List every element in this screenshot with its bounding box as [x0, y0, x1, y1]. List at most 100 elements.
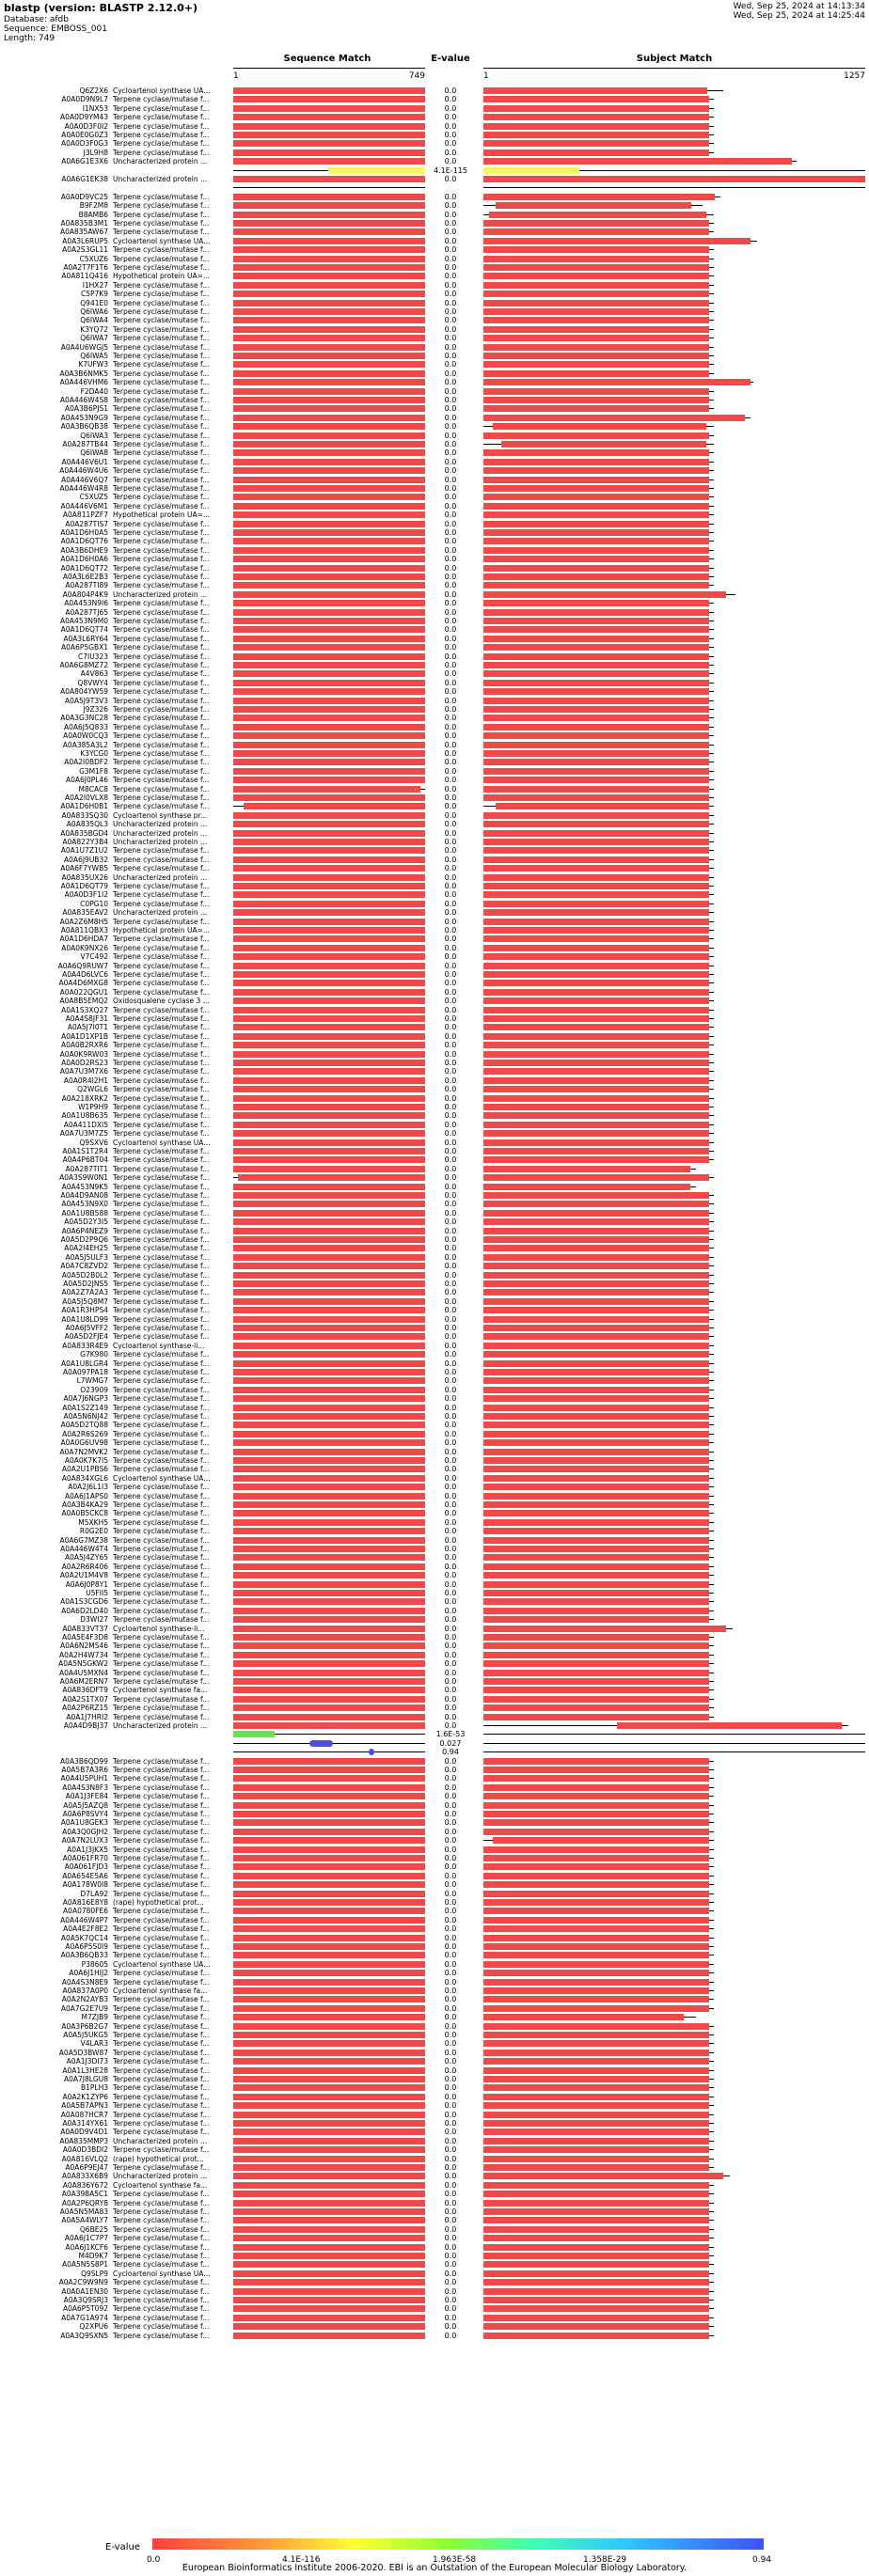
- hit-row[interactable]: A0A1U8B588 Terpene cyclase/mutase f... 0.0: [0, 1209, 869, 1217]
- hit-accession[interactable]: A0A835B3M1: [60, 219, 108, 228]
- subject-alignment-bar[interactable]: [483, 919, 709, 925]
- query-alignment-bar[interactable]: [233, 1007, 425, 1013]
- query-alignment-bar[interactable]: [233, 2067, 425, 2074]
- hit-row[interactable]: A0A446V6Q7 Terpene cyclase/mutase f... 0.0: [0, 476, 869, 484]
- hit-row[interactable]: A0A8B5EMQ2 Oxidosqualene cyclase 3 ... 0.0: [0, 997, 869, 1005]
- subject-alignment-bar[interactable]: [492, 423, 707, 430]
- query-alignment-bar[interactable]: [233, 618, 425, 624]
- hit-accession[interactable]: A0A0G6UV98: [60, 1438, 108, 1447]
- hit-accession[interactable]: A0A2U1M4V8: [59, 1571, 108, 1579]
- hit-row[interactable]: A0A4P6BT04 Terpene cyclase/mutase f... 0.0: [0, 1155, 869, 1164]
- hit-accession[interactable]: A0A453N9G9: [60, 414, 108, 422]
- hit-accession[interactable]: A0A446VHM6: [59, 378, 108, 386]
- hit-accession[interactable]: A4V863: [80, 669, 108, 678]
- subject-alignment-bar[interactable]: [483, 1758, 709, 1765]
- subject-alignment-bar[interactable]: [483, 1493, 709, 1500]
- query-alignment-bar[interactable]: [233, 1678, 425, 1685]
- hit-row[interactable]: C5XUZ5 Terpene cyclase/mutase f... 0.0: [0, 493, 869, 501]
- hit-accession[interactable]: A0A3B6DHE9: [60, 546, 108, 555]
- hit-accession[interactable]: A0A1S3CGD6: [60, 1597, 108, 1606]
- subject-alignment-bar[interactable]: [483, 2270, 709, 2277]
- hit-accession[interactable]: A0A3B6QB38: [60, 422, 108, 431]
- hit-row[interactable]: A0A398A5C1 Terpene cyclase/mutase f... 0.0: [0, 2190, 869, 2198]
- subject-alignment-bar[interactable]: [483, 1891, 709, 1897]
- query-alignment-bar[interactable]: [233, 1961, 425, 1968]
- subject-alignment-bar[interactable]: [483, 1528, 709, 1534]
- query-alignment-bar[interactable]: [233, 1360, 425, 1367]
- hit-accession[interactable]: A0A0K9NX26: [61, 944, 108, 952]
- hit-row[interactable]: A0A5J9T3V3 Terpene cyclase/mutase f... 0.0: [0, 697, 869, 705]
- query-alignment-bar[interactable]: [233, 291, 425, 297]
- subject-alignment-bar[interactable]: [483, 1307, 709, 1313]
- hit-accession[interactable]: A0A2I0BDF2: [64, 758, 108, 766]
- hit-accession[interactable]: A0A837A0P0: [62, 1987, 108, 1995]
- subject-alignment-bar[interactable]: [483, 1767, 709, 1773]
- subject-alignment-bar[interactable]: [483, 1333, 709, 1340]
- hit-accession[interactable]: Q2WGL6: [77, 1085, 108, 1093]
- hit-row[interactable]: A0A1D6H0B1 Terpene cyclase/mutase f... 0.0: [0, 802, 869, 810]
- hit-row[interactable]: A0A1L3HE28 Terpene cyclase/mutase f... 0.0: [0, 2066, 869, 2075]
- subject-alignment-bar[interactable]: [483, 1881, 709, 1888]
- subject-alignment-bar[interactable]: [483, 2200, 709, 2207]
- hit-accession[interactable]: A0A6G7MZ38: [59, 1536, 108, 1545]
- hit-accession[interactable]: A0A1D6H0A6: [60, 555, 108, 563]
- hit-row[interactable]: A0A5D2TQ88 Terpene cyclase/mutase f... 0.0: [0, 1421, 869, 1429]
- query-alignment-bar[interactable]: [233, 839, 425, 845]
- subject-alignment-bar[interactable]: [483, 1184, 690, 1190]
- query-alignment-bar[interactable]: [233, 511, 425, 518]
- subject-alignment-bar[interactable]: [483, 2146, 709, 2153]
- query-alignment-bar[interactable]: [233, 1846, 425, 1853]
- hit-accession[interactable]: A0A4D9AN08: [60, 1191, 108, 1200]
- hit-row[interactable]: A0A1D6QT76 Terpene cyclase/mutase f... 0.0: [0, 537, 869, 545]
- hit-row[interactable]: A0A097PA18 Terpene cyclase/mutase f... 0.0: [0, 1368, 869, 1376]
- query-alignment-bar[interactable]: [233, 927, 425, 934]
- query-alignment-bar[interactable]: [233, 1263, 425, 1269]
- hit-row[interactable]: D7LA92 Terpene cyclase/mutase f... 0.0: [0, 1890, 869, 1898]
- query-alignment-bar[interactable]: [233, 2102, 425, 2109]
- query-alignment-bar[interactable]: [233, 919, 425, 925]
- hit-accession[interactable]: A0A836DFT9: [62, 1686, 108, 1694]
- query-alignment-bar[interactable]: [233, 1422, 425, 1428]
- hit-row[interactable]: J3L9H8 Terpene cyclase/mutase f... 0.0: [0, 149, 869, 157]
- subject-alignment-bar[interactable]: [483, 2315, 709, 2321]
- query-alignment-bar[interactable]: [233, 202, 425, 209]
- query-alignment-bar[interactable]: [233, 194, 425, 200]
- subject-alignment-bar[interactable]: [483, 361, 709, 368]
- hit-accession[interactable]: A0A3S9W0N1: [59, 1173, 108, 1182]
- hit-accession[interactable]: A0A3B6NMK5: [59, 369, 109, 378]
- query-alignment-bar[interactable]: [233, 370, 425, 377]
- hit-accession[interactable]: A0A835MMP3: [59, 2137, 108, 2145]
- query-alignment-bar[interactable]: [233, 2173, 425, 2179]
- subject-alignment-bar[interactable]: [483, 1598, 709, 1605]
- hit-accession[interactable]: A0A1D6H0A5: [60, 528, 108, 537]
- subject-alignment-bar[interactable]: [483, 1501, 709, 1508]
- query-alignment-bar[interactable]: [233, 1501, 425, 1508]
- hit-row[interactable]: A0A1U8B635 Terpene cyclase/mutase f... 0.0: [0, 1111, 869, 1120]
- hit-accession[interactable]: L7WMG7: [76, 1376, 108, 1385]
- hit-row[interactable]: R0G2E0 Terpene cyclase/mutase f... 0.0: [0, 1527, 869, 1535]
- query-alignment-bar[interactable]: [233, 945, 425, 951]
- query-alignment-bar[interactable]: [233, 653, 425, 660]
- query-alignment-bar[interactable]: [233, 1554, 425, 1561]
- hit-accession[interactable]: A0A4S3N8F3: [62, 1783, 108, 1792]
- query-alignment-bar[interactable]: [233, 2050, 425, 2056]
- hit-row[interactable]: W1P9H9 Terpene cyclase/mutase f... 0.0: [0, 1103, 869, 1111]
- hit-row[interactable]: A0A833X6B9 Uncharacterized protein ... 0.0: [0, 2172, 869, 2180]
- query-alignment-bar[interactable]: [233, 1987, 425, 1994]
- hit-accession[interactable]: A0A1U8LD99: [61, 1315, 108, 1324]
- subject-alignment-bar[interactable]: [483, 1581, 709, 1588]
- hit-row[interactable]: A0A3B6DHE9 Terpene cyclase/mutase f... 0.0: [0, 546, 869, 555]
- subject-alignment-bar[interactable]: [483, 1360, 709, 1367]
- query-alignment-bar[interactable]: [233, 2164, 425, 2171]
- hit-accession[interactable]: A0A5B7APN3: [61, 2101, 108, 2110]
- subject-alignment-bar[interactable]: [483, 980, 709, 986]
- subject-alignment-bar[interactable]: [483, 1855, 709, 1861]
- hit-accession[interactable]: A0A5D2TQ88: [60, 1421, 108, 1429]
- hit-row[interactable]: A0A5N5MA83 Terpene cyclase/mutase f... 0.0: [0, 2207, 869, 2216]
- subject-alignment-bar[interactable]: [483, 874, 709, 881]
- hit-row[interactable]: A0A5N5GKW2 Terpene cyclase/mutase f... 0.0: [0, 1659, 869, 1668]
- hit-accession[interactable]: A0A7N2LUX3: [61, 1836, 108, 1845]
- hit-row[interactable]: A0A1D6QT74 Terpene cyclase/mutase f... 0.0: [0, 625, 869, 634]
- hit-row[interactable]: A0A833R4E9 Cycloartenol synthase-li... 0.0: [0, 1342, 869, 1350]
- hit-row[interactable]: G3M1F8 Terpene cyclase/mutase f... 0.0: [0, 767, 869, 776]
